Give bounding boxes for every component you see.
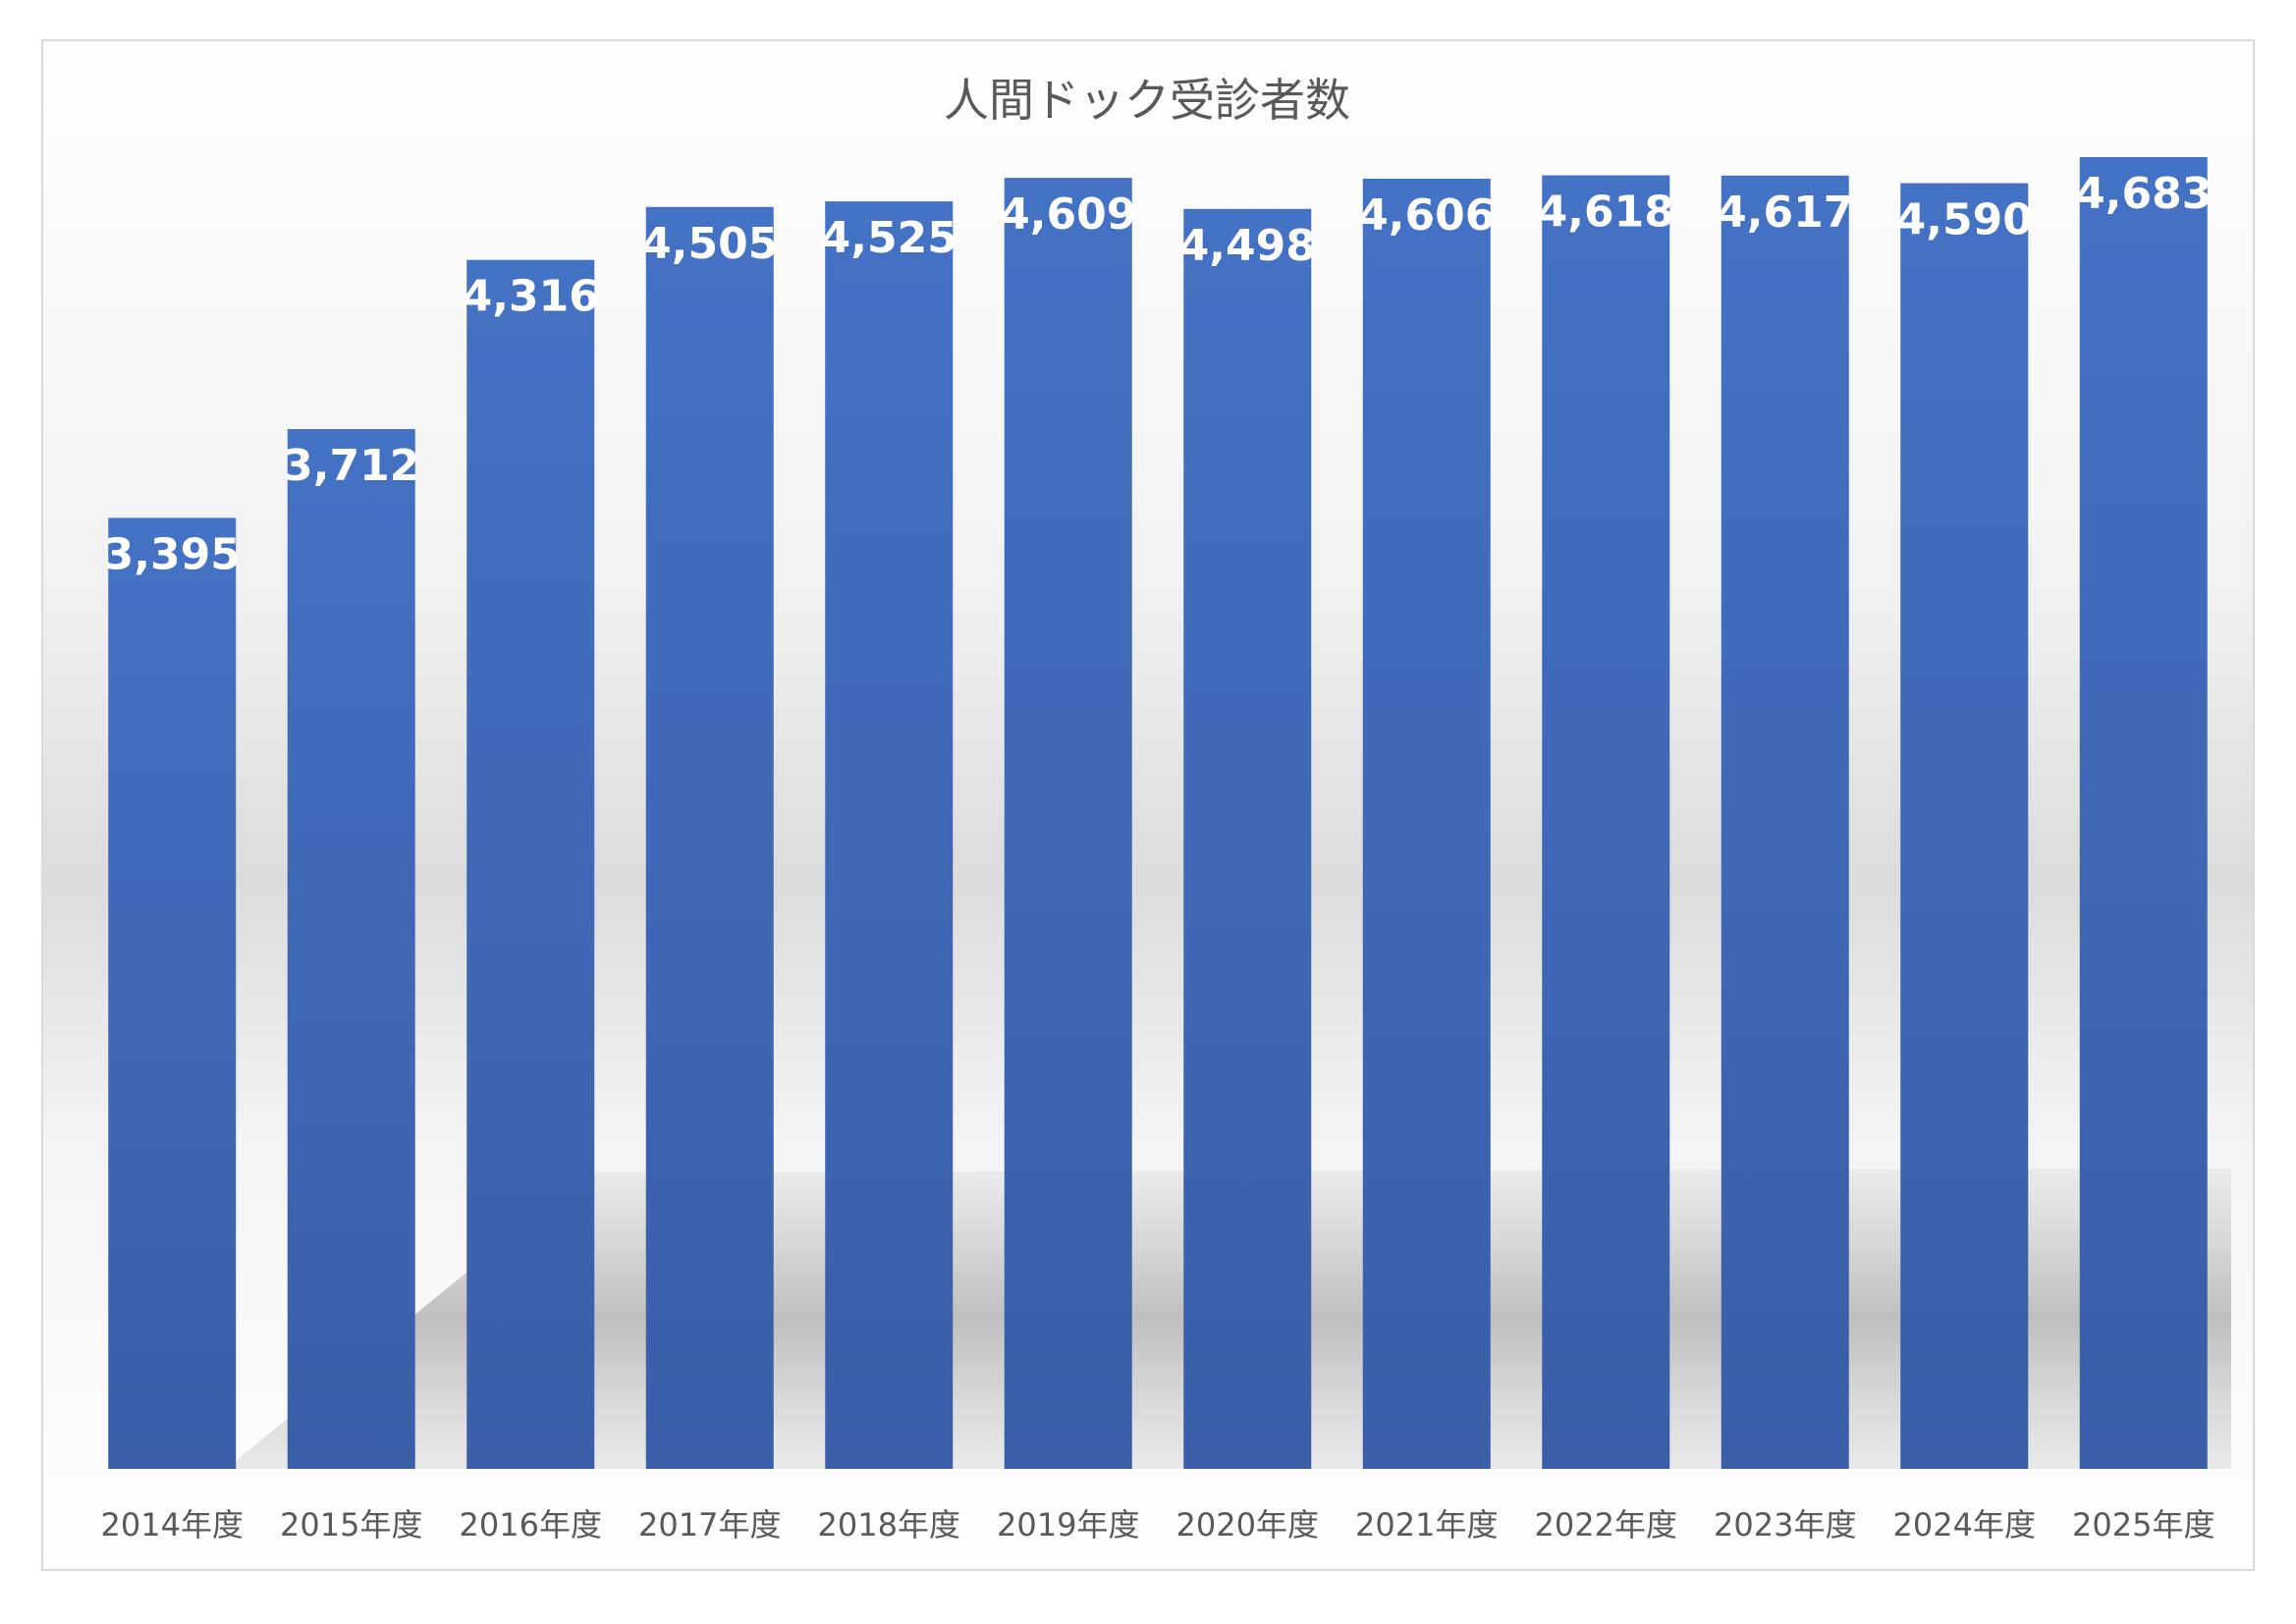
bar-3 xyxy=(645,206,774,1469)
bar-labels-group: 3,395 3,712 4,316 4,505 4,525 4,609 4,498 4,606… xyxy=(104,169,2213,579)
bar-value-label-1: 3,712 xyxy=(283,441,419,491)
bar-5 xyxy=(1004,178,1132,1470)
category-labels-group: 2014年度 2015年度 2016年度 2017年度 2018年度 2019年度 2020… xyxy=(101,1506,2215,1543)
bar-11 xyxy=(2079,157,2208,1469)
category-label-11: 2025年度 xyxy=(2072,1506,2214,1543)
bar-value-label-2: 4,316 xyxy=(463,272,599,322)
bar-4 xyxy=(825,201,954,1469)
category-label-4: 2018年度 xyxy=(818,1506,960,1543)
category-label-0: 2014年度 xyxy=(101,1506,244,1543)
bar-value-label-5: 4,609 xyxy=(1000,189,1136,240)
chart-frame xyxy=(41,39,2255,1571)
bar-0 xyxy=(108,517,237,1469)
bar-value-label-9: 4,617 xyxy=(1717,188,1853,238)
bar-value-label-11: 4,683 xyxy=(2075,169,2212,219)
category-label-1: 2015年度 xyxy=(280,1506,422,1543)
category-label-2: 2016年度 xyxy=(460,1506,602,1543)
bar-value-label-10: 4,590 xyxy=(1896,195,2033,245)
chart-title: 人間ドック受診者数 xyxy=(944,74,1350,127)
bar-6 xyxy=(1183,208,1312,1470)
category-label-5: 2019年度 xyxy=(997,1506,1139,1543)
bar-1 xyxy=(287,429,415,1469)
category-label-9: 2023年度 xyxy=(1714,1506,1856,1543)
category-label-8: 2022年度 xyxy=(1535,1506,1677,1543)
category-label-3: 2017年度 xyxy=(638,1506,781,1543)
bar-9 xyxy=(1721,175,1849,1469)
bar-value-label-0: 3,395 xyxy=(104,529,241,579)
bar-8 xyxy=(1542,175,1670,1469)
bar-2 xyxy=(466,259,595,1469)
category-label-7: 2021年度 xyxy=(1355,1506,1498,1543)
bar-value-label-3: 4,505 xyxy=(641,219,778,269)
bar-value-label-4: 4,525 xyxy=(821,213,957,263)
bar-value-label-6: 4,498 xyxy=(1179,221,1316,271)
category-label-10: 2024年度 xyxy=(1893,1506,2036,1543)
bar-10 xyxy=(1900,183,2029,1469)
bar-7 xyxy=(1362,178,1491,1469)
category-label-6: 2020年度 xyxy=(1176,1506,1319,1543)
bar-value-label-7: 4,606 xyxy=(1358,190,1495,241)
bars-group xyxy=(108,157,2208,1470)
bar-value-label-8: 4,618 xyxy=(1538,188,1674,238)
